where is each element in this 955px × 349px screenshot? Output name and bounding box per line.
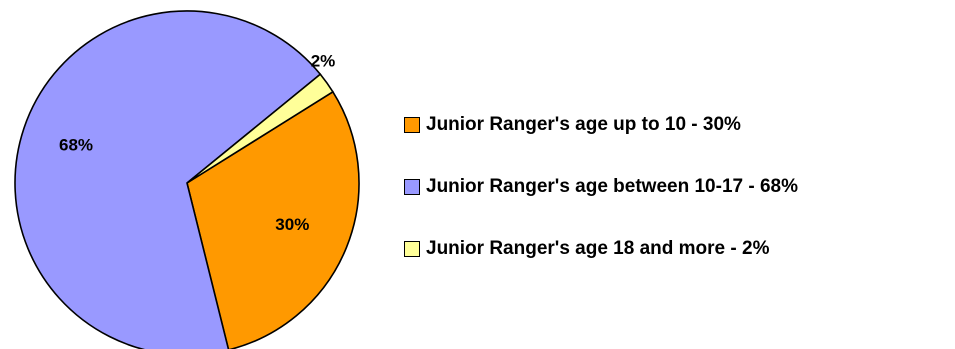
legend-item-age-up-to-10: Junior Ranger's age up to 10 - 30% bbox=[404, 108, 952, 142]
pie-value-labels: 30% 68% 2% bbox=[59, 51, 335, 234]
pie-value-label-age-up-to-10: 30% bbox=[275, 215, 309, 234]
legend-swatch-age-10-17 bbox=[404, 179, 420, 195]
legend-swatch-age-18-and-more bbox=[404, 241, 420, 257]
legend-swatch-age-up-to-10 bbox=[404, 117, 420, 133]
pie-slices bbox=[14, 10, 360, 349]
legend-label-age-up-to-10: Junior Ranger's age up to 10 - 30% bbox=[426, 114, 741, 135]
pie-slice-age-10-17 bbox=[14, 10, 322, 349]
pie-value-label-age-18-and-more: 2% bbox=[311, 51, 336, 70]
legend-label-age-10-17: Junior Ranger's age between 10-17 - 68% bbox=[426, 176, 798, 197]
pie-slice-age-18-and-more bbox=[186, 73, 334, 184]
pie-value-label-age-10-17: 68% bbox=[59, 136, 93, 155]
legend-label-age-18-and-more: Junior Ranger's age 18 and more - 2% bbox=[426, 238, 770, 259]
legend: Junior Ranger's age up to 10 - 30% Junio… bbox=[404, 108, 952, 266]
pie-plot: 30% 68% 2% bbox=[14, 10, 360, 349]
legend-item-age-18-and-more: Junior Ranger's age 18 and more - 2% bbox=[404, 232, 952, 266]
legend-item-age-10-17: Junior Ranger's age between 10-17 - 68% bbox=[404, 170, 952, 204]
